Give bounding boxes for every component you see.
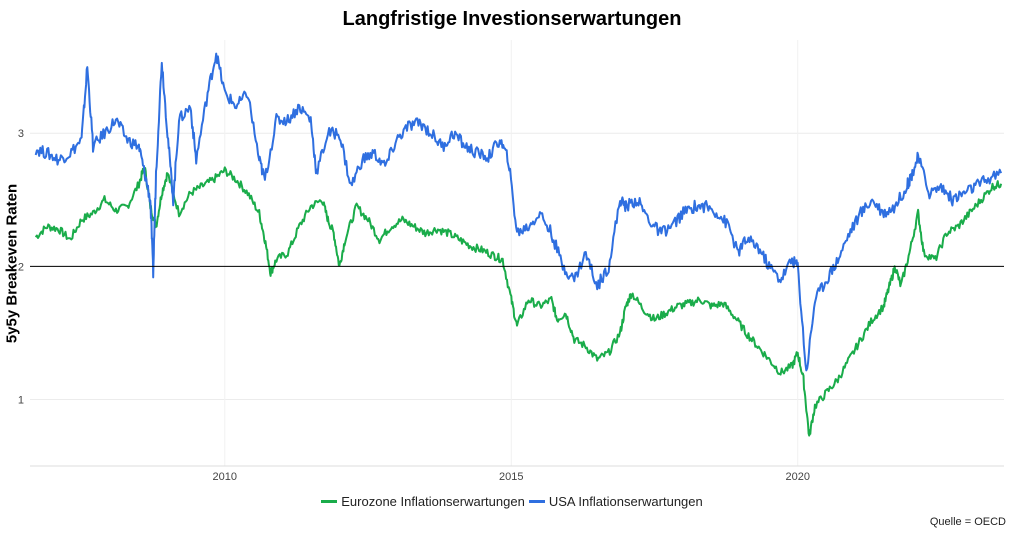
- series-line-usa: [34, 52, 1003, 372]
- series-line-eurozone: [34, 166, 1003, 437]
- tick-labels: 1 2 3 2010 2015 2020: [18, 128, 810, 483]
- chart-title: Langfristige Investionserwartungen: [342, 8, 682, 30]
- legend-label-usa: USA Inflationserwartungen: [548, 494, 703, 509]
- x-tick-label-2010: 2010: [213, 471, 237, 483]
- legend-item-usa: USA Inflationserwartungen: [528, 494, 703, 509]
- y-tick-label-3: 3: [18, 128, 24, 140]
- y-tick-label-1: 1: [18, 394, 24, 406]
- grid-lines: [30, 40, 1004, 467]
- y-tick-label-2: 2: [18, 261, 24, 273]
- series-lines: [34, 52, 1003, 437]
- legend-swatch-eurozone: [321, 500, 338, 503]
- legend-swatch-usa: [528, 500, 545, 503]
- legend: Eurozone Inflationserwartungen USA Infla…: [0, 494, 1024, 509]
- legend-item-eurozone: Eurozone Inflationserwartungen: [321, 494, 525, 509]
- source-caption: Quelle = OECD: [929, 516, 1006, 528]
- legend-label-eurozone: Eurozone Inflationserwartungen: [341, 494, 525, 509]
- x-tick-label-2020: 2020: [785, 471, 809, 483]
- x-tick-label-2015: 2015: [499, 471, 523, 483]
